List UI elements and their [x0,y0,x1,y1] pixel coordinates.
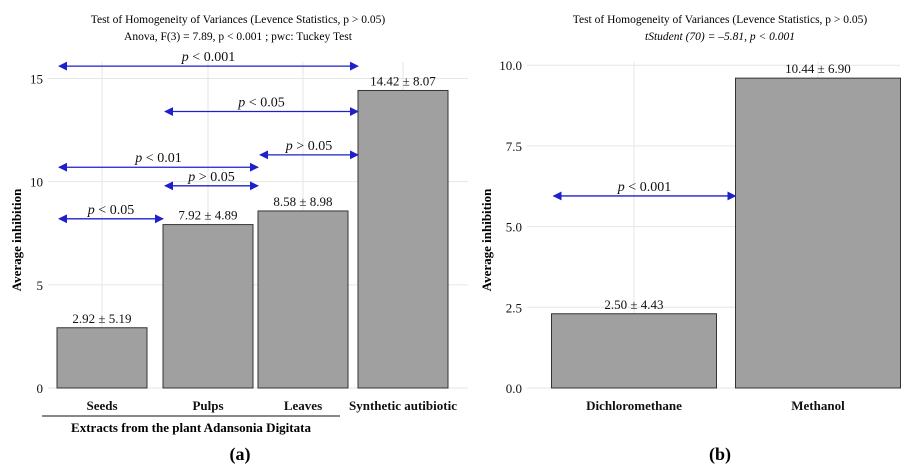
panel-b-value-label: 10.44 ± 6.90 [785,61,851,76]
panel-a-value-label: 7.92 ± 4.89 [178,208,237,223]
panel-b-ytick-label: 0.0 [506,381,522,396]
panel-b-label: (b) [709,444,731,465]
panel-b-title-line1: Test of Homogeneity of Variances (Levenc… [573,14,868,26]
panel-a-title-line2: Anova, F(3) = 7.89, p < 0.001 ; pwc: Tuc… [124,31,353,43]
panel-b-ytick-label: 2.5 [506,300,522,315]
panel-a-value-label: 2.92 ± 5.19 [72,311,131,326]
panel-a-comparison-label: p < 0.05 [87,203,134,218]
panel-a-category-label: Seeds [86,398,117,413]
panel-a-ytick-label: 10 [30,175,43,190]
panel-b-category-label: Dichloromethane [586,398,682,413]
panel-a-xlabel: Extracts from the plant Adansonia Digita… [71,420,311,435]
panel-a-ylabel: Average inhibition [9,188,24,291]
panel-a-value-label: 14.42 ± 8.07 [370,73,436,88]
panel-a-comparison-label: p < 0.05 [237,96,284,111]
panel-b-ytick-label: 7.5 [506,139,522,154]
panel-b-category-label: Methanol [791,398,845,413]
panel-a-category-label: Leaves [284,398,322,413]
panel-a-label: (a) [230,444,251,465]
panel-b-ytick-label: 10.0 [499,58,522,73]
panel-b-comparison-label: p < 0.001 [617,180,671,195]
panel-a-category-label: Pulps [192,398,223,413]
panel-a: Test of Homogeneity of Variances (Levenc… [9,14,468,465]
panel-a-bar-seeds [56,327,148,389]
panel-b-ytick-label: 5.0 [506,220,522,235]
panel-b-ylabel: Average inhibition [479,188,494,291]
panel-a-comparison-label: p < 0.01 [134,151,181,166]
panel-a-comparison-label: p > 0.05 [187,170,234,185]
panel-b: Test of Homogeneity of Variances (Levenc… [479,14,901,465]
panel-b-title-line2: tStudent (70) = –5.81, p < 0.001 [645,31,795,43]
panel-a-ytick-label: 5 [37,278,44,293]
panel-a-title-line1: Test of Homogeneity of Variances (Levenc… [91,14,386,26]
panel-b-bar-dichloromethane [551,313,717,389]
panel-b-value-label: 2.50 ± 4.43 [604,297,663,312]
panel-a-ytick-label: 0 [37,381,44,396]
panel-a-ytick-label: 15 [30,72,43,87]
panel-a-bar-synthetic-autibiotic [357,89,449,389]
panel-a-value-label: 8.58 ± 8.98 [273,194,332,209]
panel-a-comparison-label: p > 0.05 [285,139,332,154]
panel-a-bar-leaves [257,210,349,389]
panel-b-bar-methanol [735,77,901,389]
panel-a-category-label: Synthetic autibiotic [349,398,457,413]
panel-a-comparison-label: p < 0.001 [181,50,235,65]
panel-a-bar-pulps [162,224,254,389]
